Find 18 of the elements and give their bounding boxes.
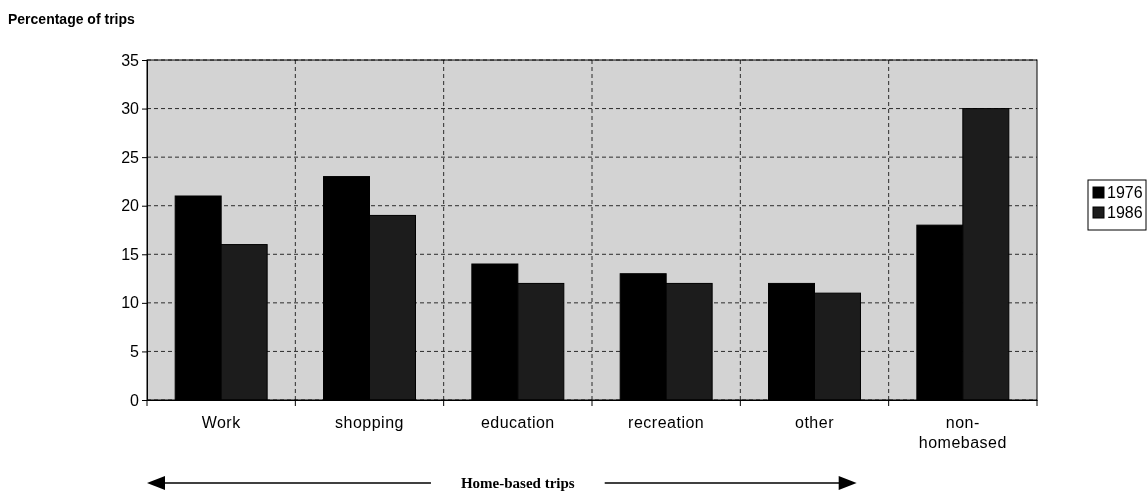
x-tick-label: education bbox=[480, 414, 555, 431]
text: Home-based trips bbox=[460, 475, 575, 491]
x-tick-label: Work bbox=[201, 414, 242, 431]
y-tick-label: 30 bbox=[121, 100, 140, 118]
y-tick-label: 20 bbox=[121, 197, 140, 215]
y-tick-label: 35 bbox=[121, 51, 140, 69]
y-tick-label: 15 bbox=[121, 245, 140, 263]
y-tick-label: 10 bbox=[121, 294, 140, 312]
y-axis-title: Percentage of trips bbox=[8, 11, 136, 27]
y-tick-label: 0 bbox=[130, 391, 140, 409]
legend-label: 1976 bbox=[1107, 184, 1143, 201]
x-tick-label: shopping bbox=[335, 414, 404, 431]
y-tick-label: 25 bbox=[121, 148, 140, 166]
x-tick-label: other bbox=[795, 414, 835, 431]
y-tick-label: 5 bbox=[130, 343, 140, 361]
x-tick-label: recreation bbox=[628, 414, 705, 431]
x-tick-label: non-homebased bbox=[918, 414, 1007, 451]
legend-label: 1986 bbox=[1107, 204, 1143, 221]
